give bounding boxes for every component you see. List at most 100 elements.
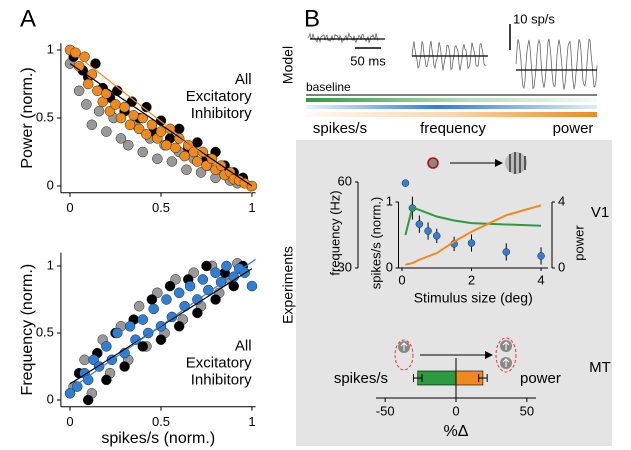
y-tick-label: 30	[338, 259, 352, 274]
stimulus-icons	[394, 152, 527, 373]
scatter-point	[64, 388, 76, 399]
baseline-label: baseline	[306, 80, 351, 94]
category-label: power	[520, 370, 561, 387]
y-tick-label: 1	[386, 193, 393, 208]
y-tick-label: 0.5	[36, 109, 54, 124]
gradient-label: power	[553, 120, 594, 137]
scatter-point	[173, 321, 185, 332]
y-tick-label: 0	[386, 259, 393, 274]
scatter-point	[115, 133, 127, 144]
y-tick-label: 0	[47, 391, 54, 406]
scatter-point	[179, 150, 190, 162]
x-tick-label: 0	[66, 200, 73, 215]
fit-line	[69, 258, 256, 390]
x-tick-label: 0	[66, 414, 73, 429]
scatter-point	[201, 260, 212, 272]
scatter-point	[72, 381, 83, 392]
model-label: Model	[280, 46, 296, 84]
scatter-point	[137, 314, 149, 325]
data-point	[415, 220, 424, 228]
x-tick-label: 50	[520, 403, 534, 418]
gradient-label: spikes/s	[313, 120, 367, 137]
y-axis-label: spikes/s (norm.)	[368, 197, 383, 289]
legend-label: All	[235, 338, 252, 355]
y-tick-label: 1	[47, 41, 54, 56]
legend-label: All	[235, 71, 252, 88]
scatter-point	[82, 78, 94, 90]
y-tick-label: 0.5	[36, 324, 54, 339]
scatter-point	[164, 280, 176, 292]
scatter-point	[133, 123, 145, 135]
x-tick-label: 0	[452, 403, 459, 418]
scatter-point	[93, 105, 105, 117]
scatter-point	[161, 139, 172, 151]
x-tick-label: 0	[398, 272, 405, 287]
gradient-bar	[306, 98, 597, 102]
scatter-point	[82, 394, 94, 406]
trace	[307, 31, 379, 44]
y-axis-label: frequency (Hz)	[327, 190, 342, 275]
scatter-point	[73, 85, 85, 97]
scatter-point	[137, 146, 149, 158]
gradient-label: frequency	[420, 120, 486, 137]
legend-label: Excitatory	[186, 355, 252, 372]
scatter-point	[173, 287, 185, 299]
scatter-point	[141, 101, 152, 113]
data-point	[502, 248, 511, 256]
scatter-point	[112, 327, 123, 339]
scatter-point	[79, 51, 90, 63]
experiments-box	[296, 140, 612, 446]
scatter-point	[92, 85, 103, 97]
scatter-point	[124, 119, 136, 131]
scatter-point	[79, 354, 90, 366]
data-point	[467, 239, 476, 247]
y-tick-label: 0	[558, 259, 565, 274]
scatter-point	[152, 153, 163, 165]
data-point	[432, 232, 441, 240]
scatter-point	[210, 267, 221, 278]
scatter-point	[101, 126, 112, 137]
scatter-point	[146, 119, 158, 131]
gradient-bar	[306, 105, 597, 109]
scatter-point	[122, 139, 134, 151]
category-label: spikes/s	[334, 370, 388, 387]
legend-label: Inhibitory	[191, 372, 252, 389]
rate-scale: 10 sp/s	[513, 11, 555, 26]
y-tick-label: 4	[558, 193, 565, 208]
fit-line	[69, 268, 253, 385]
data-line	[405, 204, 542, 266]
x-axis-label: %Δ	[444, 423, 469, 440]
scatter-point	[124, 321, 136, 332]
legend-label: Excitatory	[186, 88, 252, 105]
x-tick-label: -50	[376, 403, 395, 418]
scatter-point	[155, 126, 167, 137]
scatter-point	[86, 119, 98, 131]
model-traces	[307, 31, 598, 90]
scatter-point	[148, 303, 159, 315]
x-tick-label: 0.5	[152, 200, 170, 215]
bar	[417, 370, 457, 386]
scatter-point	[155, 334, 167, 345]
scatter-point	[192, 156, 203, 167]
scatter-point	[128, 110, 139, 121]
x-tick-label: 1	[248, 200, 255, 215]
x-tick-label: 4	[537, 272, 544, 287]
area-label: MT	[589, 359, 611, 376]
scatter-point	[119, 101, 130, 113]
scatter-point	[210, 294, 221, 305]
scatter-point	[246, 280, 258, 292]
error-bar	[478, 374, 488, 382]
trace	[515, 38, 598, 90]
y-tick-label: 0	[47, 177, 54, 192]
x-tick-label: 2	[468, 272, 475, 287]
data-point	[424, 227, 432, 235]
scatter-point	[166, 156, 178, 167]
panel-label: A	[20, 5, 36, 32]
scatter-point	[101, 341, 112, 352]
scatter-point	[192, 137, 203, 148]
error-bar	[413, 374, 423, 382]
area-label: V1	[591, 204, 609, 221]
panel-label: B	[304, 5, 320, 32]
y-tick-label: 60	[338, 173, 352, 188]
